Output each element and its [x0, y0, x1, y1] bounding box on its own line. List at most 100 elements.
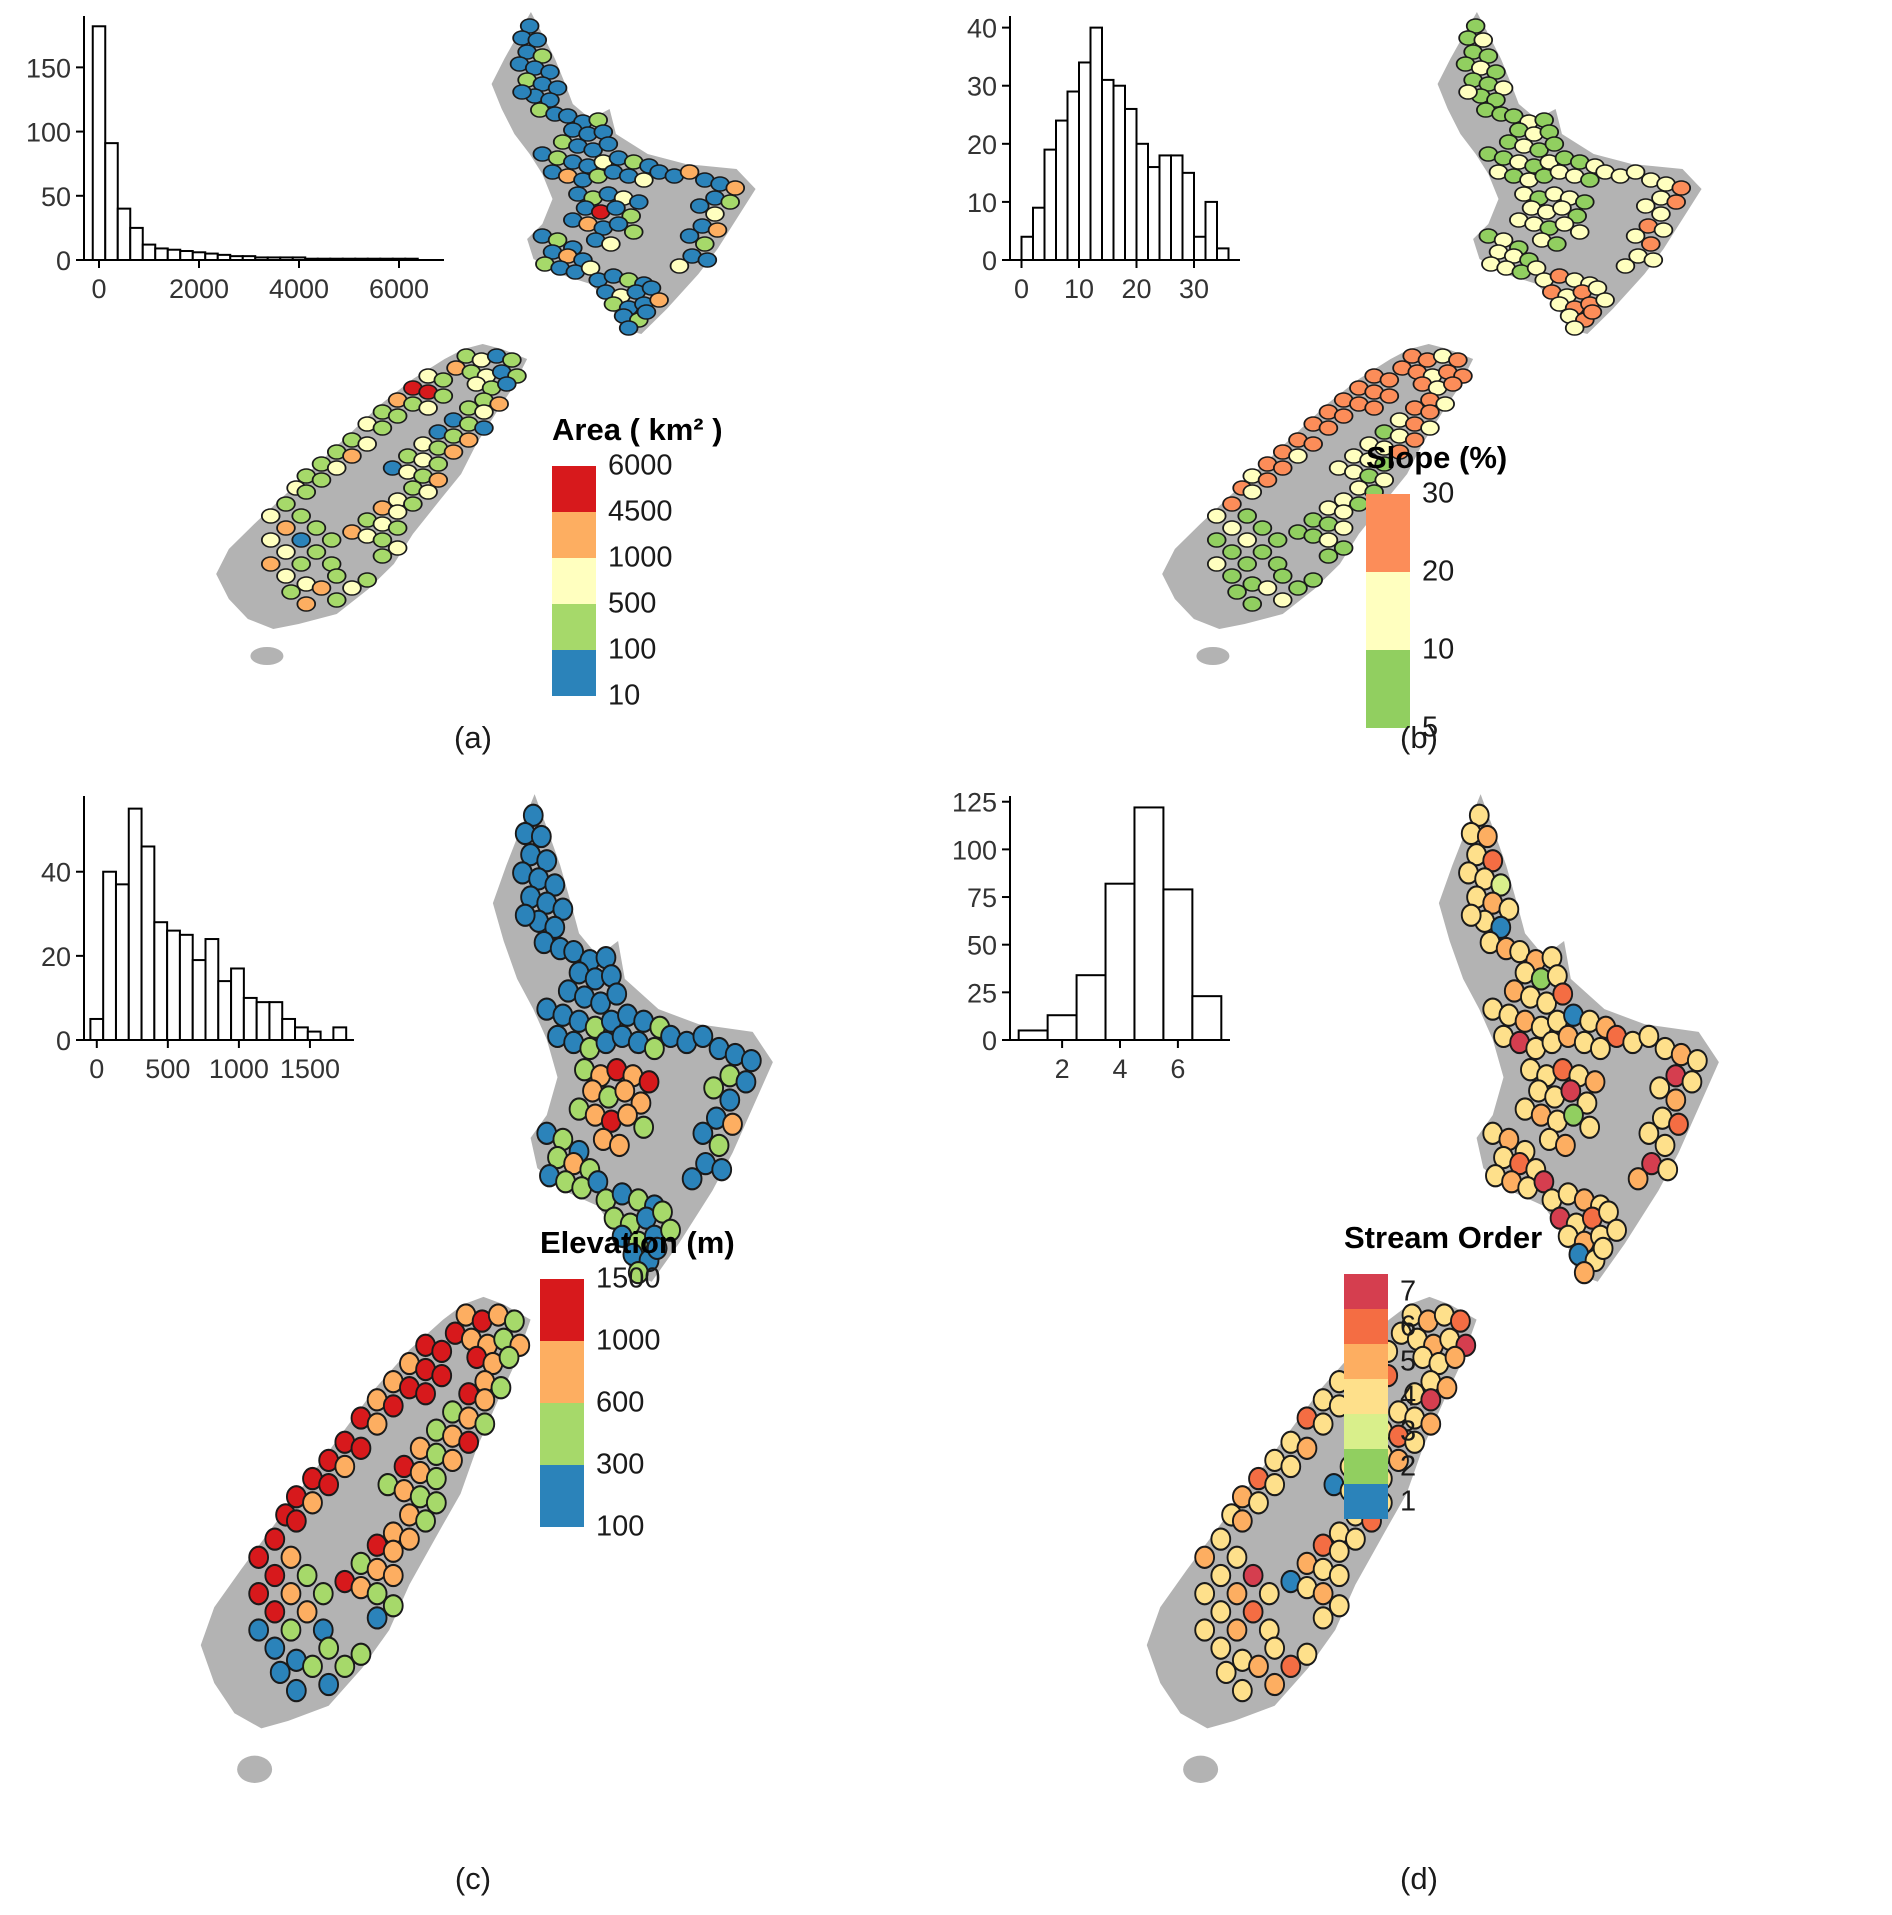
map-point	[669, 258, 690, 274]
map-point	[689, 198, 710, 214]
map-point	[276, 496, 296, 512]
map-point	[1296, 1436, 1318, 1460]
map-point	[260, 556, 281, 572]
map-point	[276, 568, 296, 584]
legend-swatch	[540, 1465, 584, 1527]
map-point	[504, 1309, 525, 1333]
map-point	[1280, 1454, 1302, 1479]
map-point	[474, 420, 494, 436]
map-point	[1460, 903, 1482, 927]
map-point	[1206, 532, 1227, 548]
panel-a: 0 50 100 150 0 2000 4000 6000 Area ( km² ) 6000…	[0, 0, 946, 770]
map-point	[1242, 484, 1263, 500]
map-point	[544, 873, 566, 897]
map-point	[703, 1076, 725, 1100]
map-point	[1222, 496, 1242, 512]
map-point	[636, 304, 657, 320]
map-point	[1595, 292, 1615, 308]
legend-swatch	[1366, 572, 1410, 650]
map-point	[708, 1133, 730, 1158]
legend-elevation: Elevation (m) 1500 1000 600 300 100	[540, 1225, 735, 1543]
histogram-area: 0 50 100 150 0 2000 4000 6000	[26, 16, 444, 304]
map-point	[1328, 1539, 1350, 1563]
map-point	[614, 1079, 636, 1103]
map-point	[1420, 1388, 1442, 1412]
map-point	[1547, 236, 1567, 252]
map-point	[527, 32, 548, 48]
map-point	[644, 1036, 665, 1061]
map-point	[1465, 18, 1486, 34]
map-point	[1242, 596, 1263, 612]
map-point	[357, 436, 377, 452]
stewart-island	[250, 647, 284, 665]
map-point	[1206, 508, 1227, 524]
map-point	[1248, 1491, 1269, 1515]
map-point	[623, 224, 644, 240]
map-point	[248, 1581, 270, 1606]
map-point	[302, 1491, 323, 1515]
map-point	[318, 1672, 340, 1697]
map-point	[1215, 1660, 1237, 1685]
map-point	[1345, 1527, 1366, 1551]
map-point	[285, 1509, 307, 1533]
map-point	[697, 252, 718, 268]
map-point	[1666, 194, 1686, 210]
map-point	[606, 982, 628, 1006]
y-tick-label: 150	[26, 53, 71, 83]
map-point	[705, 206, 725, 222]
map-point	[707, 222, 728, 238]
map-point	[1379, 372, 1400, 388]
map-point	[1654, 1133, 1676, 1158]
x-tick-label: 30	[1179, 274, 1209, 304]
legend-area: Area ( km² ) 6000 4500 1000 500 100 10	[552, 412, 727, 712]
map-point	[1625, 228, 1646, 244]
panel-caption-b: (b)	[1400, 720, 1438, 755]
map-point	[634, 172, 654, 188]
x-tick-label: 1000	[209, 1054, 269, 1084]
map-point	[350, 1642, 372, 1666]
hist-bar	[102, 870, 117, 1041]
legend-swatch	[1344, 1309, 1388, 1344]
map-point	[1490, 873, 1512, 897]
map-point	[1333, 408, 1354, 424]
hist-bar	[104, 142, 119, 261]
map-point	[1555, 1133, 1576, 1158]
map-point	[431, 1363, 453, 1388]
map-point	[720, 194, 740, 210]
map-point	[296, 484, 317, 500]
x-tick-label: 20	[1121, 274, 1151, 304]
map-point	[719, 1088, 741, 1112]
map-point	[1587, 280, 1608, 296]
legend-title-stream-order: Stream Order	[1344, 1220, 1543, 1255]
map-point	[474, 1412, 496, 1436]
map-point	[536, 849, 558, 873]
map-point	[1443, 376, 1463, 392]
map-point	[311, 472, 332, 488]
legend-label: 1500	[596, 1262, 661, 1295]
map-point	[1576, 1091, 1598, 1115]
map-point	[1252, 544, 1273, 560]
map-point	[350, 1436, 372, 1460]
map-point	[1420, 420, 1440, 436]
hist-bar	[1032, 206, 1046, 261]
legend-label: 10	[608, 679, 641, 712]
map-point	[1404, 1430, 1426, 1454]
legend-swatch	[1344, 1414, 1388, 1449]
legend-label: 20	[1422, 555, 1455, 588]
map-point	[1503, 108, 1524, 124]
map-point	[306, 544, 327, 560]
panel-caption-a: (a)	[454, 720, 492, 755]
map-point	[540, 92, 560, 108]
y-tick-label: 30	[967, 72, 997, 102]
map-point	[458, 1430, 480, 1454]
map-point	[1668, 1112, 1689, 1136]
map-point	[1436, 1376, 1458, 1400]
map-point	[649, 292, 669, 308]
map-point	[1606, 1218, 1627, 1242]
legend-swatch	[552, 650, 596, 696]
panel-c: 0 20 40 0 500 1000 1500 Elevation (m) 1500 1000…	[0, 770, 946, 1915]
map-point	[1242, 1600, 1264, 1624]
map-stream-order	[1146, 794, 1719, 1783]
map-point	[1280, 1654, 1302, 1679]
